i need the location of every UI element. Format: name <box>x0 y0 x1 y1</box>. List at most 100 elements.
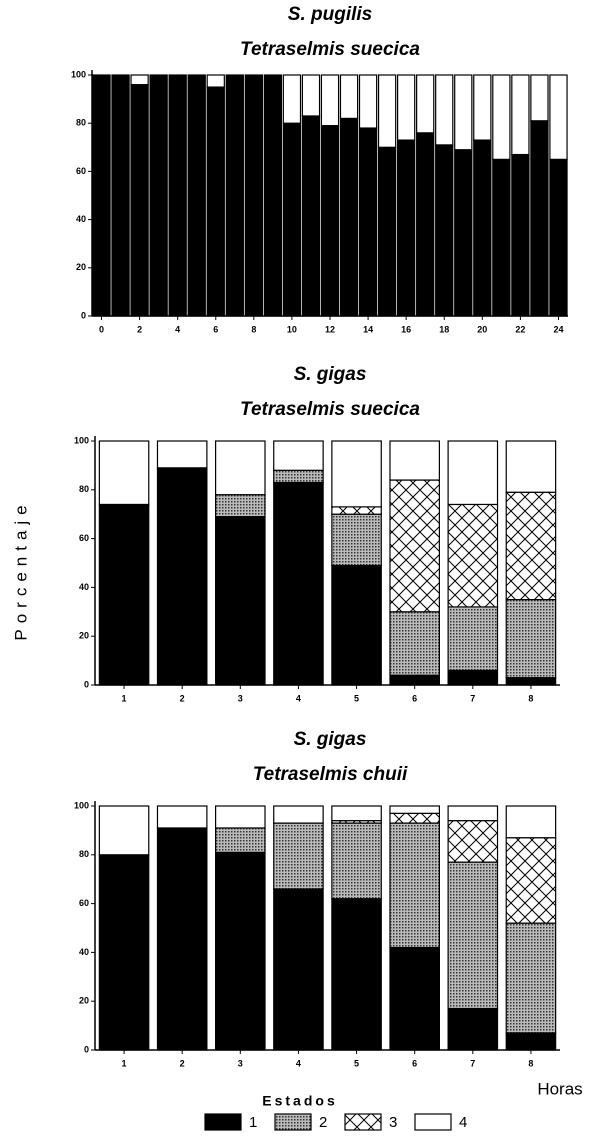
bar-segment <box>389 946 440 1051</box>
y-tick-label: 100 <box>71 69 86 79</box>
bar-segment <box>447 669 499 686</box>
x-tick-label: 2 <box>180 1058 185 1068</box>
y-tick-label: 40 <box>79 582 89 592</box>
bar-segment <box>215 516 266 686</box>
x-tick-label: 8 <box>528 1058 533 1068</box>
bar-segment <box>505 491 557 601</box>
x-tick-label: 5 <box>354 1058 359 1068</box>
bar-segment <box>111 74 130 317</box>
x-tick-label: 8 <box>251 324 256 334</box>
chart-title: S. pugilis <box>288 4 372 25</box>
chart-subtitle: Tetraselmis suecica <box>240 399 420 420</box>
bar-segment <box>511 74 530 156</box>
bar-segment <box>505 922 557 1034</box>
x-axis-label: Horas <box>537 1079 582 1098</box>
x-tick-label: 4 <box>175 324 180 334</box>
bar-segment <box>389 440 440 481</box>
y-tick-label: 40 <box>79 947 89 957</box>
x-tick-label: 20 <box>477 324 487 334</box>
bar-segment <box>505 1032 557 1051</box>
bar-segment <box>331 898 382 1051</box>
y-tick-label: 80 <box>79 849 89 859</box>
bar-segment <box>331 805 382 822</box>
bar-segment <box>331 822 382 900</box>
bar-segment <box>505 677 557 686</box>
bar-segment <box>447 440 499 506</box>
x-tick-label: 2 <box>137 324 142 334</box>
legend-label: 2 <box>319 1114 327 1131</box>
bar-segment <box>447 606 499 671</box>
x-tick-label: 18 <box>439 324 449 334</box>
y-tick-label: 20 <box>76 262 86 272</box>
bar-segment <box>130 84 149 317</box>
bar-segment <box>377 146 397 317</box>
bar-segment <box>187 74 206 317</box>
bar-segment <box>447 805 499 822</box>
bar-segment <box>389 611 440 676</box>
bar-segment <box>492 74 511 160</box>
bar-segment <box>156 805 208 829</box>
bar-segment <box>282 74 302 124</box>
bar-segment <box>273 822 324 890</box>
bar-segment <box>505 440 557 493</box>
x-tick-label: 12 <box>325 324 335 334</box>
y-tick-label: 0 <box>81 310 86 320</box>
bar-segment <box>273 469 324 484</box>
bar-segment <box>282 122 302 317</box>
x-tick-label: 7 <box>470 693 475 703</box>
bar-segment <box>530 74 549 122</box>
chart-title: S. gigas <box>294 364 367 385</box>
bar-segment <box>530 120 549 317</box>
bar-segment <box>273 805 324 824</box>
bar-segment <box>473 139 492 317</box>
bar-segment <box>215 851 266 1051</box>
bar-segment <box>331 440 382 508</box>
bar-segment <box>549 158 568 317</box>
bar-segment <box>273 481 324 686</box>
x-tick-label: 5 <box>354 693 359 703</box>
legend-swatch <box>344 1113 382 1131</box>
bar-segment <box>447 820 499 863</box>
x-tick-label: 6 <box>412 1058 417 1068</box>
bar-segment <box>301 74 321 117</box>
bar-segment <box>331 506 382 515</box>
bar-segment <box>263 74 283 317</box>
legend-label: 3 <box>389 1114 397 1131</box>
legend-swatch <box>204 1113 242 1131</box>
y-axis-label: Porcentaje <box>11 499 30 640</box>
legend-swatch <box>414 1113 452 1131</box>
x-tick-label: 2 <box>180 693 185 703</box>
bar-segment <box>389 674 440 686</box>
x-tick-label: 14 <box>363 324 373 334</box>
bar-segment <box>331 564 382 686</box>
bar-segment <box>416 74 435 134</box>
bar-segment <box>331 513 382 567</box>
y-tick-label: 20 <box>79 631 89 641</box>
x-tick-label: 16 <box>401 324 411 334</box>
bar-segment <box>473 74 492 141</box>
x-tick-label: 8 <box>528 693 533 703</box>
bar-segment <box>244 74 264 317</box>
bar-segment <box>505 837 557 924</box>
bar-segment <box>454 149 473 317</box>
bar-segment <box>339 74 359 119</box>
bar-segment <box>130 74 149 86</box>
bar-segment <box>358 127 378 317</box>
bar-segment <box>215 827 266 853</box>
legend-title: Estados <box>262 1093 337 1109</box>
y-tick-label: 60 <box>79 898 89 908</box>
chart-title: S. gigas <box>294 729 367 750</box>
legend-label: 4 <box>459 1114 467 1131</box>
bar-segment <box>92 74 111 317</box>
bar-segment <box>447 1007 499 1051</box>
bar-segment <box>396 74 416 141</box>
bar-segment <box>358 74 378 129</box>
bar-segment <box>389 479 440 613</box>
bar-segment <box>447 861 499 1010</box>
x-tick-label: 0 <box>99 324 104 334</box>
chart-subtitle: Tetraselmis chuii <box>253 764 408 785</box>
bar-segment <box>320 74 340 127</box>
bar-segment <box>492 158 511 317</box>
bar-segment <box>511 153 530 317</box>
